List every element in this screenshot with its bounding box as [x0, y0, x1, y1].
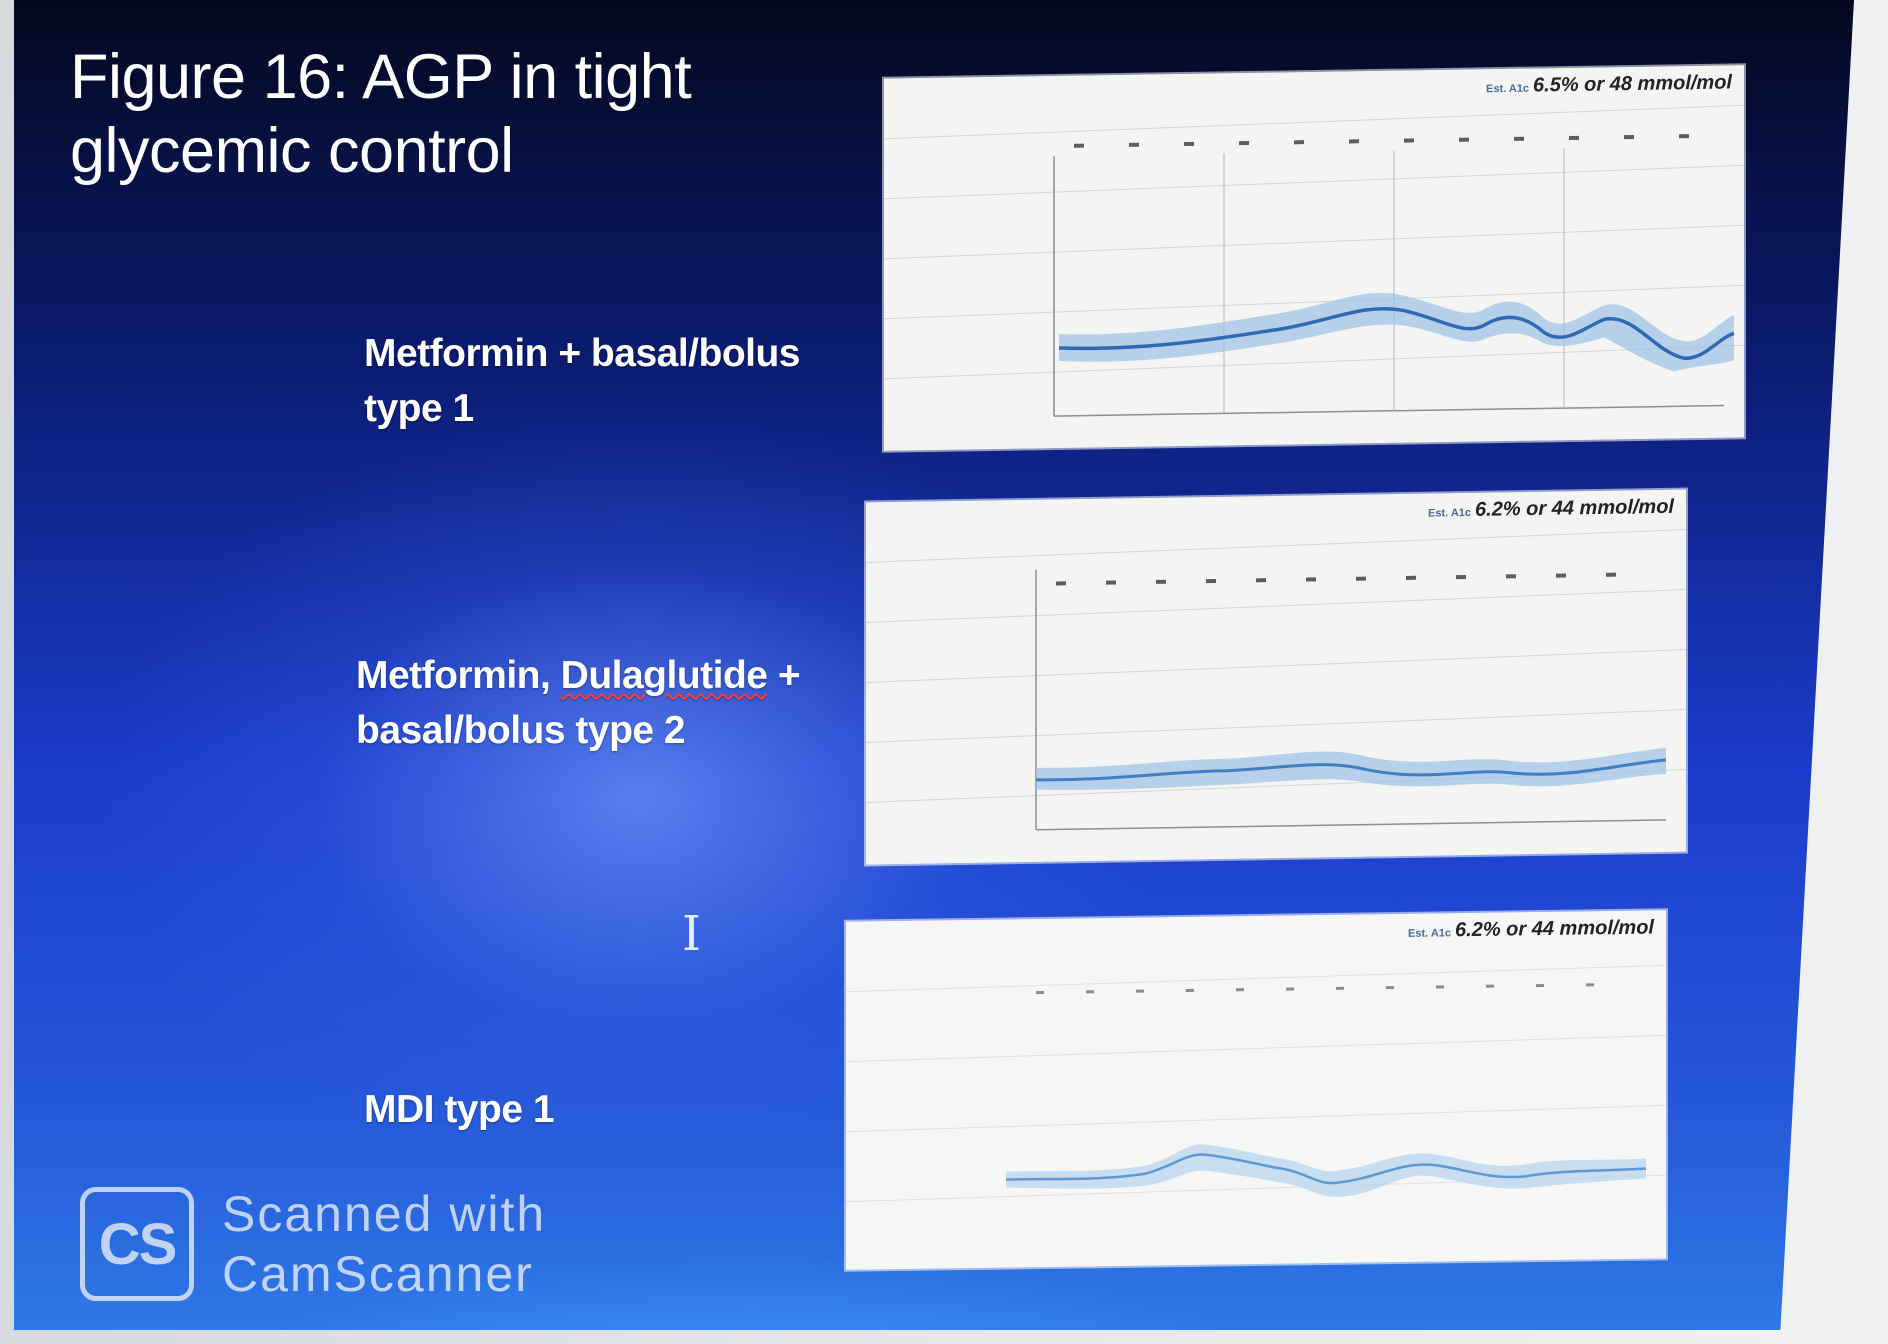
slide-title: Figure 16: AGP in tight glycemic control: [70, 42, 692, 186]
hba1c-value: 6.5% or 48 mmol/mol: [1533, 71, 1732, 97]
case-label-part: + basal/bolus type 2: [356, 654, 801, 752]
case-label-metformin-basal-bolus: Metformin + basal/bolus type 1: [364, 332, 801, 430]
hba1c-estimate-2: Est. A1c 6.2% or 44 mmol/mol: [1428, 496, 1674, 523]
agp-panel-1: Est. A1c 6.5% or 48 mmol/mol: [884, 65, 1744, 451]
hba1c-label: Est. A1c: [1486, 82, 1530, 96]
presentation-slide: Figure 16: AGP in tight glycemic control…: [14, 0, 1854, 1330]
camscanner-watermark: CS Scanned with CamScanner: [80, 1184, 546, 1304]
hba1c-estimate-1: Est. A1c 6.5% or 48 mmol/mol: [1486, 71, 1732, 98]
camscanner-logo-icon: CS: [80, 1187, 194, 1301]
agp-chart-1: [884, 65, 1744, 451]
case-label-part: Metformin,: [356, 654, 561, 697]
watermark-text: Scanned with CamScanner: [222, 1186, 547, 1302]
agp-chart-3: [846, 910, 1666, 1270]
hba1c-value: 6.2% or 44 mmol/mol: [1455, 916, 1654, 942]
misspelled-word: Dulaglutide: [560, 654, 768, 697]
hba1c-estimate-3: Est. A1c 6.2% or 44 mmol/mol: [1408, 916, 1654, 942]
case-label-metformin-dulaglutide: Metformin, Dulaglutide + basal/bolus typ…: [356, 648, 801, 758]
hba1c-label: Est. A1c: [1428, 506, 1472, 520]
hba1c-label: Est. A1c: [1408, 927, 1452, 940]
agp-panel-2: Est. A1c 6.2% or 44 mmol/mol: [866, 489, 1686, 865]
hba1c-value: 6.2% or 44 mmol/mol: [1475, 495, 1674, 521]
agp-chart-2: [866, 489, 1686, 865]
agp-panel-3: Est. A1c 6.2% or 44 mmol/mol: [846, 910, 1666, 1270]
text-cursor-icon: I: [682, 906, 701, 962]
case-label-mdi: MDI type 1: [364, 1088, 555, 1131]
